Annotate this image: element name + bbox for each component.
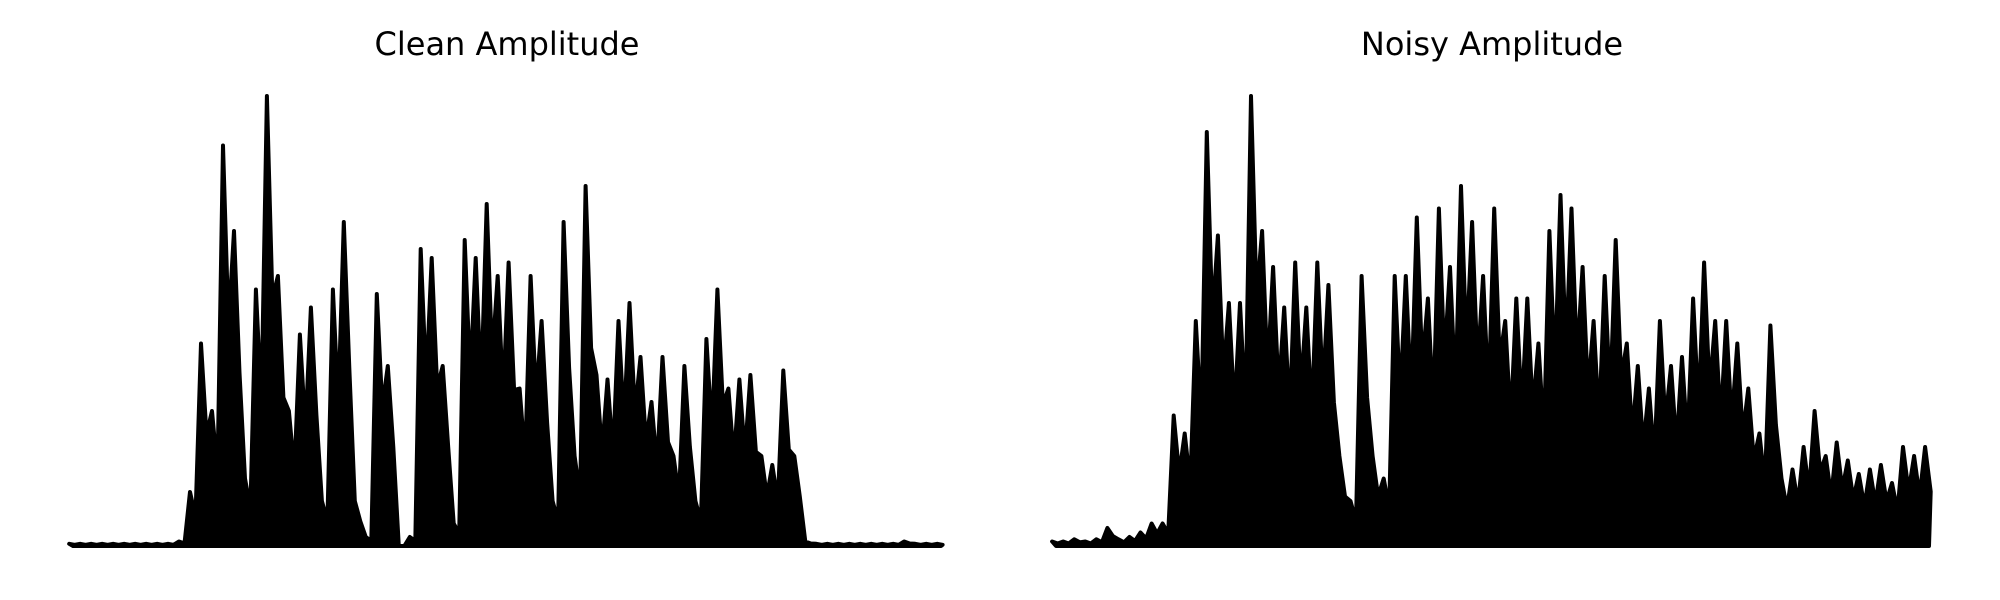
- waveform: [67, 94, 945, 548]
- chart-title: Noisy Amplitude: [1361, 25, 1623, 63]
- waveform: [1050, 94, 1933, 548]
- chart-title: Clean Amplitude: [375, 25, 640, 63]
